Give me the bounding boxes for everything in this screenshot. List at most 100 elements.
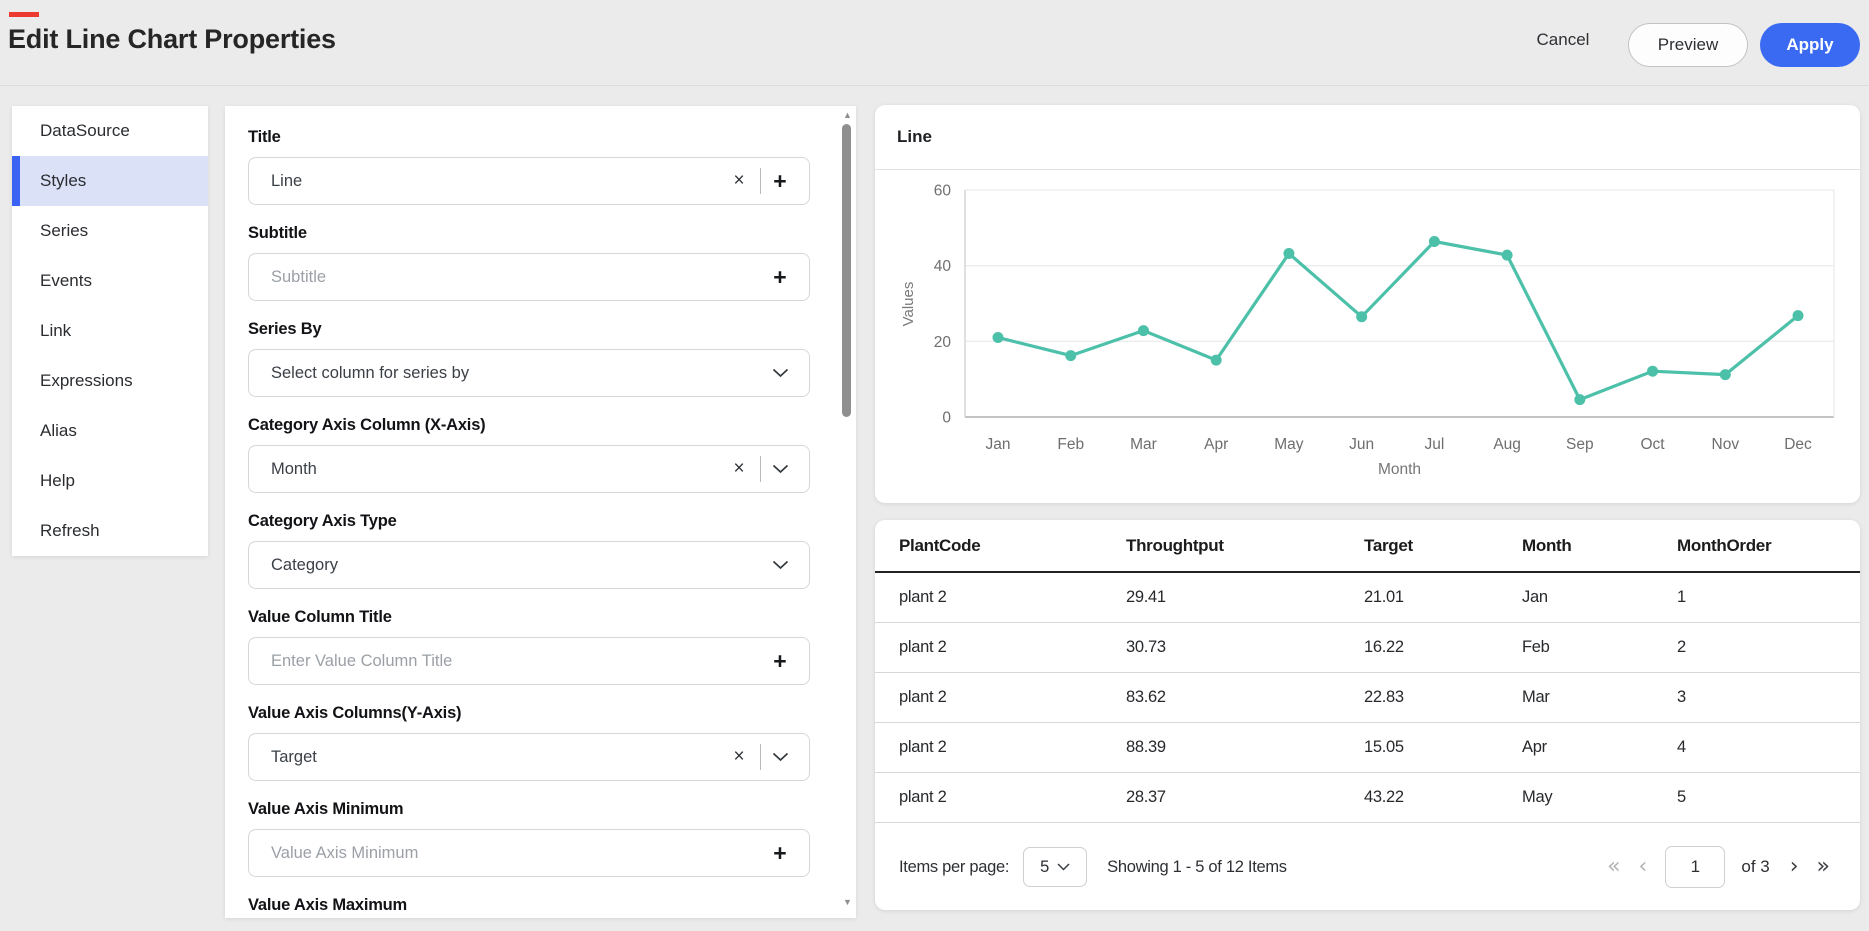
chevron-down-icon[interactable] xyxy=(767,368,793,378)
field-label: Subtitle xyxy=(248,224,307,242)
sidebar-item-label: Events xyxy=(40,271,92,290)
next-page-button[interactable]: › xyxy=(1786,856,1803,878)
chart-card-header: Line xyxy=(875,105,1860,170)
svg-text:Feb: Feb xyxy=(1057,436,1084,453)
svg-text:Jun: Jun xyxy=(1349,436,1374,453)
field-label: Value Axis Maximum xyxy=(248,896,408,914)
clear-icon[interactable]: × xyxy=(733,458,745,479)
chevron-down-icon[interactable] xyxy=(767,560,793,570)
sidebar-item-help[interactable]: Help xyxy=(12,456,208,506)
chevron-down-icon[interactable] xyxy=(767,752,793,762)
last-page-button[interactable]: » xyxy=(1813,856,1834,878)
select-series-by[interactable]: Select column for series by xyxy=(248,349,810,397)
add-icon[interactable]: + xyxy=(773,647,787,674)
cancel-button[interactable]: Cancel xyxy=(1532,30,1594,50)
field-value: Select column for series by xyxy=(271,363,470,382)
sidebar-item-link[interactable]: Link xyxy=(12,306,208,356)
sidebar-item-label: Refresh xyxy=(40,521,100,540)
table-cell: Apr xyxy=(1498,722,1653,773)
input-value-axis-minimum[interactable]: Value Axis Minimum + xyxy=(248,829,810,877)
selected-indicator-bar xyxy=(12,156,20,206)
header-accent-dash xyxy=(9,12,39,17)
field-placeholder: Enter Value Column Title xyxy=(271,651,453,670)
sidebar-item-series[interactable]: Series xyxy=(12,206,208,256)
sidebar-item-styles[interactable]: Styles xyxy=(12,156,208,206)
scrollbar-up-icon[interactable]: ▲ xyxy=(843,110,852,120)
chevron-down-icon[interactable] xyxy=(767,464,793,474)
sidebar-item-label: Styles xyxy=(40,171,87,190)
data-table-card: PlantCode Throughtput Target Month MonthOrde… xyxy=(875,520,1860,910)
table-cell: plant 2 xyxy=(875,622,1102,673)
apply-button[interactable]: Apply xyxy=(1760,23,1860,67)
svg-text:Nov: Nov xyxy=(1712,436,1740,453)
column-header-monthorder: MonthOrder xyxy=(1653,520,1860,573)
clear-icon[interactable]: × xyxy=(733,746,745,767)
add-icon[interactable]: + xyxy=(773,839,787,866)
column-header-throughtput: Throughtput xyxy=(1102,520,1340,573)
table-cell: 83.62 xyxy=(1102,672,1340,723)
field-controls: + xyxy=(767,638,809,684)
table-row: plant 2 88.39 15.05 Apr 4 xyxy=(875,722,1860,773)
table-cell: plant 2 xyxy=(875,572,1102,623)
select-category-axis-column-x-axis[interactable]: Month × xyxy=(248,445,810,493)
field-title: Title Line × + xyxy=(248,126,810,205)
header-divider xyxy=(0,85,1869,86)
column-header-target: Target xyxy=(1340,520,1498,573)
input-subtitle[interactable]: Subtitle + xyxy=(248,253,810,301)
svg-text:Month: Month xyxy=(1378,461,1421,478)
field-placeholder: Subtitle xyxy=(271,267,327,286)
sidebar: DataSource Styles Series Events Link Expressi… xyxy=(12,106,208,556)
field-value-axis-minimum: Value Axis Minimum Value Axis Minimum + xyxy=(248,798,810,877)
select-category-axis-type[interactable]: Category xyxy=(248,541,810,589)
select-value-axis-columns-y-axis[interactable]: Target × xyxy=(248,733,810,781)
table-cell: Mar xyxy=(1498,672,1653,723)
field-series-by: Series By Select column for series by xyxy=(248,318,810,397)
preview-button[interactable]: Preview xyxy=(1628,23,1748,67)
sidebar-item-label: DataSource xyxy=(40,121,130,140)
table-cell: 21.01 xyxy=(1340,572,1498,623)
svg-text:Sep: Sep xyxy=(1566,436,1594,453)
chart-preview-card: Line 0 20 40 60 Jan Feb Mar Apr May Jun Jul Aug Sep O… xyxy=(875,105,1860,503)
sidebar-item-label: Series xyxy=(40,221,89,240)
svg-text:20: 20 xyxy=(934,334,952,351)
page-title: Edit Line Chart Properties xyxy=(8,24,336,54)
add-icon[interactable]: + xyxy=(773,263,787,290)
sidebar-item-events[interactable]: Events xyxy=(12,256,208,306)
column-header-month: Month xyxy=(1498,520,1653,573)
showing-items-text: Showing 1 - 5 of 12 Items xyxy=(1107,857,1287,876)
clear-icon[interactable]: × xyxy=(733,170,745,191)
add-icon[interactable]: + xyxy=(773,167,787,194)
sidebar-item-datasource[interactable]: DataSource xyxy=(12,106,208,156)
field-controls xyxy=(767,542,809,588)
items-per-page-label: Items per page: xyxy=(899,857,1010,876)
items-per-page-select[interactable]: 5 xyxy=(1023,847,1088,887)
field-value-axis-columns-y-axis: Value Axis Columns(Y-Axis) Target × xyxy=(248,702,810,781)
table-cell: 43.22 xyxy=(1340,772,1498,823)
table-cell: 22.83 xyxy=(1340,672,1498,723)
field-label: Series By xyxy=(248,320,322,338)
table-cell: 2 xyxy=(1653,622,1860,673)
table-cell: 28.37 xyxy=(1102,772,1340,823)
form-scrollbar-thumb[interactable] xyxy=(842,124,851,417)
scrollbar-down-icon[interactable]: ▼ xyxy=(843,897,852,907)
field-category-axis-column-x-axis: Category Axis Column (X-Axis) Month × xyxy=(248,414,810,493)
page-number-input[interactable] xyxy=(1665,846,1726,888)
field-controls xyxy=(767,350,809,396)
field-label: Category Axis Type xyxy=(248,512,397,530)
table-cell: 30.73 xyxy=(1102,622,1340,673)
svg-text:Apr: Apr xyxy=(1204,436,1228,453)
table-cell: 3 xyxy=(1653,672,1860,723)
input-title[interactable]: Line × + xyxy=(248,157,810,205)
table-row: plant 2 83.62 22.83 Mar 3 xyxy=(875,672,1860,723)
first-page-button[interactable]: « xyxy=(1603,856,1624,878)
chevron-down-icon xyxy=(1057,863,1070,871)
sidebar-item-alias[interactable]: Alias xyxy=(12,406,208,456)
field-controls: + xyxy=(767,254,809,300)
svg-text:Oct: Oct xyxy=(1641,436,1666,453)
input-value-column-title[interactable]: Enter Value Column Title + xyxy=(248,637,810,685)
sidebar-item-refresh[interactable]: Refresh xyxy=(12,506,208,556)
table-cell: 29.41 xyxy=(1102,572,1340,623)
data-table: PlantCode Throughtput Target Month MonthOrde… xyxy=(875,520,1860,823)
previous-page-button[interactable]: ‹ xyxy=(1635,856,1652,878)
sidebar-item-expressions[interactable]: Expressions xyxy=(12,356,208,406)
